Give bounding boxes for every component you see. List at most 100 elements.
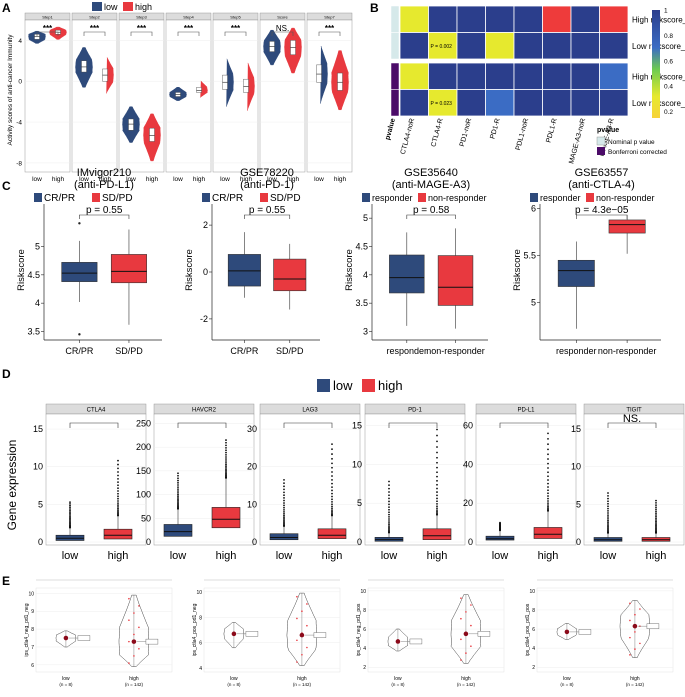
outlier-point: [607, 507, 609, 510]
colorbar-tick-label: 0.2: [664, 109, 673, 116]
jitter-point: [138, 626, 140, 629]
outlier-point: [225, 466, 227, 469]
facet-title: Step5: [230, 15, 241, 20]
box-high: [243, 78, 249, 93]
outlier-point: [69, 503, 71, 505]
outlier-point: [388, 500, 390, 503]
y-tick-label: 0: [468, 537, 473, 547]
outlier-point: [69, 506, 71, 509]
mean-point-high: [463, 631, 469, 637]
outlier-point: [283, 520, 285, 523]
x-tick-n: (n = 8): [227, 682, 241, 687]
outlier-point: [547, 471, 549, 474]
x-tick-n: (n = 8): [59, 682, 73, 687]
outlier-point: [331, 466, 333, 469]
legend-label-high: non-responder: [428, 193, 487, 203]
panel-label-c: C: [2, 179, 11, 193]
outlier-point: [283, 519, 285, 522]
facet-title: LAG3: [302, 408, 318, 414]
outlier-point: [117, 495, 119, 498]
outlier-point: [331, 505, 333, 508]
outlier-point: [177, 481, 179, 484]
outlier-point: [331, 510, 333, 513]
y-axis-label: Gene expression: [5, 440, 19, 531]
y-tick-label: 15: [352, 421, 362, 431]
heatmap-cell: [428, 5, 458, 33]
y-tick-label: 15: [33, 424, 43, 434]
outlier-point: [388, 497, 390, 500]
x-tick-label: high: [630, 676, 640, 682]
outlier-point: [331, 479, 333, 481]
subplot-subtitle: (anti-CTLA-4): [568, 179, 635, 191]
outlier-point: [607, 518, 609, 520]
heatmap-cell: [513, 62, 543, 90]
outlier-point: [177, 490, 179, 492]
pvalue-annotation-cell: [390, 5, 400, 33]
y-tick-label: 0: [38, 537, 43, 547]
outlier-point: [388, 521, 390, 524]
x-tick-label-high: high: [334, 176, 347, 183]
y-tick-label: 4: [18, 38, 22, 45]
box-low: [485, 535, 515, 541]
box-high: [533, 527, 563, 539]
y-tick-label: 7: [31, 645, 34, 651]
subplot-title: GSE35640: [404, 167, 458, 179]
pvalue-label: p = 4.3e−05: [575, 205, 629, 216]
y-tick-label: 5: [531, 297, 536, 307]
heatmap-cell: [542, 5, 572, 33]
significance-bracket: [271, 31, 294, 36]
significance-bracket: [318, 31, 341, 36]
jitter-point: [465, 611, 467, 613]
box-low: [227, 254, 261, 287]
panel-label-d: D: [2, 367, 11, 381]
y-tick-label: 0: [252, 537, 257, 547]
outlier-point: [388, 484, 390, 487]
facet-panel: [583, 413, 685, 546]
pvalue-bracket: [406, 214, 456, 219]
outlier-point: [388, 516, 390, 518]
subplot-subtitle: (anti-PD-L1): [74, 179, 134, 191]
jitter-point: [629, 654, 631, 656]
jitter-point: [460, 659, 462, 661]
x-tick-label-low: low: [314, 176, 324, 183]
x-tick-label: low: [170, 550, 187, 562]
jitter-point: [629, 636, 631, 639]
facet-title: Score: [277, 15, 288, 20]
outlier-point: [547, 453, 549, 456]
legend-swatch-nominal: [596, 136, 606, 146]
outlier-point: [177, 486, 179, 489]
y-tick-label: 4: [363, 646, 366, 652]
panel-c: C IMvigor210(anti-PD-L1) CR/PR SD/PD Risksco…: [2, 167, 661, 356]
outlier-point: [225, 463, 227, 466]
x-tick-label-high: high: [52, 176, 65, 183]
subplot-title: GSE63557: [575, 167, 629, 179]
outlier-point: [655, 519, 657, 521]
outlier-point: [331, 492, 333, 495]
y-tick-label: 2: [532, 665, 535, 671]
jitter-point: [138, 647, 140, 650]
jitter-point: [133, 612, 135, 614]
outlier-point: [283, 508, 285, 511]
x-tick-label-low: low: [32, 176, 42, 183]
heatmap-cell: [570, 32, 600, 60]
legend-swatch-high: [260, 193, 268, 202]
legend-swatch-low: [202, 193, 210, 202]
mean-label-box: [409, 638, 423, 645]
box-high: [337, 72, 343, 91]
legend-swatch-bonferroni: [597, 147, 605, 155]
heatmap-cell: [485, 89, 515, 117]
legend-label-high: SD/PD: [102, 193, 133, 204]
annotation-label: pvalue: [384, 118, 397, 141]
y-tick-label: 4.5: [355, 242, 368, 252]
outlier-point: [177, 472, 179, 475]
outlier-point: [655, 523, 657, 526]
y-tick-label: 200: [136, 442, 151, 452]
box-high: [103, 528, 133, 540]
significance-bracket: [499, 422, 549, 428]
y-axis-label: Riskscore: [344, 249, 355, 291]
colorbar: [652, 10, 660, 118]
outlier-point: [331, 443, 333, 446]
y-tick-label: 0: [576, 537, 581, 547]
outlier-point: [388, 526, 390, 529]
